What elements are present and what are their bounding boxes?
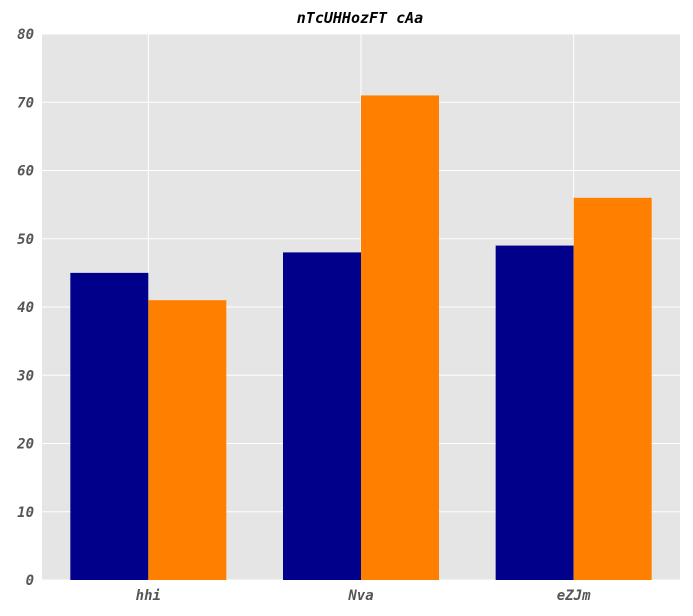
bar-Nva-series-2: [361, 95, 439, 581]
y-tick-label: 80: [17, 27, 34, 43]
y-tick-label: 0: [26, 573, 34, 589]
bar-hhi-series-2: [148, 300, 227, 580]
bar-hhi-series-1: [70, 272, 149, 580]
x-tick-label: eZJm: [557, 588, 591, 604]
x-tick-label: Nva: [347, 588, 373, 604]
y-tick-label: 20: [16, 437, 34, 453]
y-tick-label: 40: [17, 300, 34, 316]
bar-eZJm-series-2: [573, 197, 652, 581]
bars: [70, 95, 652, 581]
x-axis-ticks: hhi Nva eZJm: [136, 588, 591, 604]
y-axis-ticks: 0 10 20 30 40 50 60 70 80: [16, 27, 34, 589]
x-tick-label: hhi: [136, 588, 161, 604]
y-tick-label: 30: [16, 368, 34, 384]
y-tick-label: 70: [17, 95, 34, 111]
bar-Nva-series-1: [283, 252, 361, 580]
y-tick-label: 10: [17, 505, 34, 521]
y-tick-label: 60: [17, 164, 34, 180]
chart-title: nTcUHHozFT cAa: [297, 9, 423, 27]
bar-eZJm-series-1: [495, 245, 574, 580]
y-tick-label: 50: [17, 232, 34, 248]
